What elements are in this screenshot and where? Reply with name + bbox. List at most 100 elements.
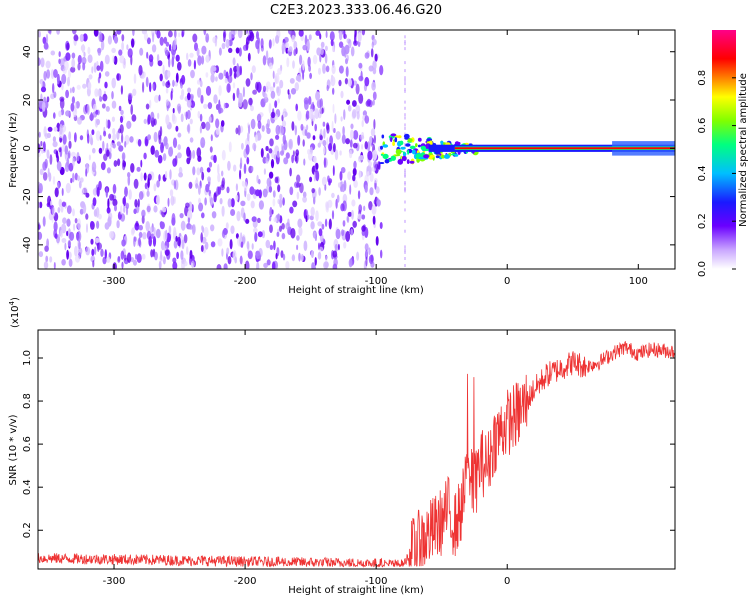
noise-blob	[298, 30, 304, 37]
colorbar: 0.0 0.2 0.4 0.6 0.8 Normalized spectral ampl…	[697, 30, 749, 277]
noise-blob	[328, 143, 333, 152]
noise-blob	[255, 250, 261, 260]
noise-blob	[77, 175, 81, 182]
noise-blob	[227, 198, 232, 208]
noise-blob	[138, 237, 141, 247]
noise-blob	[187, 217, 191, 224]
noise-blob	[111, 116, 115, 122]
noise-blob	[120, 85, 123, 95]
noise-blob	[232, 82, 236, 89]
noise-blob	[100, 248, 104, 257]
noise-blob	[334, 113, 337, 124]
noise-blob	[277, 67, 282, 75]
noise-blob	[72, 172, 75, 183]
noise-blob	[45, 100, 49, 109]
noise-blob	[358, 204, 363, 213]
noise-blob	[129, 136, 134, 143]
noise-blob	[371, 81, 376, 91]
noise-blob	[146, 51, 149, 59]
noise-blob	[151, 44, 157, 53]
noise-blob	[311, 250, 314, 258]
noise-blob	[313, 231, 317, 239]
noise-blob	[328, 180, 331, 186]
noise-blob	[186, 246, 189, 255]
noise-blob	[265, 239, 271, 249]
y-tick-label: -20	[22, 188, 33, 204]
noise-blob	[74, 245, 78, 257]
noise-blob	[279, 198, 283, 208]
noise-blob	[306, 40, 311, 52]
noise-blob	[350, 228, 354, 236]
noise-blob	[258, 200, 264, 210]
snr-plot-frame	[37, 329, 676, 570]
noise-blob	[76, 151, 80, 162]
noise-blob	[48, 214, 53, 220]
noise-blob	[337, 182, 341, 188]
noise-blob	[190, 69, 195, 79]
noise-blob	[172, 115, 177, 125]
signal-blob	[392, 141, 395, 146]
noise-blob	[218, 99, 221, 109]
noise-blob	[247, 35, 252, 41]
noise-blob	[154, 251, 158, 261]
noise-blob	[106, 167, 111, 174]
noise-blob	[340, 116, 343, 122]
noise-blob	[187, 87, 192, 93]
noise-blob	[247, 250, 253, 260]
noise-blob	[329, 135, 333, 146]
signal-blob	[390, 155, 396, 161]
noise-blob	[254, 232, 258, 242]
noise-blob	[350, 129, 354, 140]
noise-blob	[364, 115, 370, 124]
signal-blob	[406, 159, 410, 165]
noise-blob	[404, 78, 406, 82]
colorbar-tick-label: 0.4	[697, 165, 708, 181]
noise-blob	[133, 259, 137, 266]
noise-blob	[331, 120, 334, 132]
noise-blob	[217, 238, 223, 247]
noise-blob	[168, 30, 173, 38]
noise-blob	[149, 99, 152, 109]
noise-blob	[275, 252, 278, 260]
noise-blob	[126, 120, 132, 129]
noise-blob	[162, 80, 166, 87]
noise-blob	[312, 135, 316, 141]
noise-blob	[241, 142, 244, 150]
noise-blob	[116, 73, 120, 81]
noise-blob	[38, 183, 43, 194]
noise-blob	[150, 111, 155, 121]
noise-blob	[326, 84, 329, 92]
noise-blob	[345, 230, 351, 242]
noise-blob	[178, 172, 184, 178]
noise-blob	[344, 78, 348, 85]
noise-blob	[91, 66, 94, 74]
noise-blob	[210, 224, 215, 232]
noise-blob	[343, 109, 346, 120]
noise-blob	[178, 32, 181, 38]
noise-blob	[147, 114, 151, 125]
noise-blob	[288, 46, 293, 53]
noise-blob	[170, 90, 173, 101]
noise-blob	[68, 162, 74, 172]
noise-blob	[276, 86, 281, 97]
noise-blob	[352, 109, 357, 119]
noise-blob	[211, 66, 217, 72]
noise-blob	[332, 165, 335, 177]
noise-blob	[54, 233, 58, 239]
noise-blob	[78, 247, 83, 256]
noise-blob	[266, 177, 272, 187]
noise-blob	[183, 234, 188, 244]
noise-blob	[309, 72, 312, 79]
noise-blob	[204, 197, 207, 206]
noise-blob	[287, 89, 290, 95]
noise-blob	[272, 190, 276, 198]
noise-blob	[205, 85, 212, 96]
noise-blob	[352, 174, 356, 182]
snr-xlabel: Height of straight line (km)	[288, 585, 424, 596]
noise-blob	[52, 141, 58, 148]
noise-blob	[87, 54, 93, 63]
noise-blob	[347, 105, 352, 112]
noise-blob	[230, 30, 236, 39]
noise-blob	[404, 208, 406, 212]
